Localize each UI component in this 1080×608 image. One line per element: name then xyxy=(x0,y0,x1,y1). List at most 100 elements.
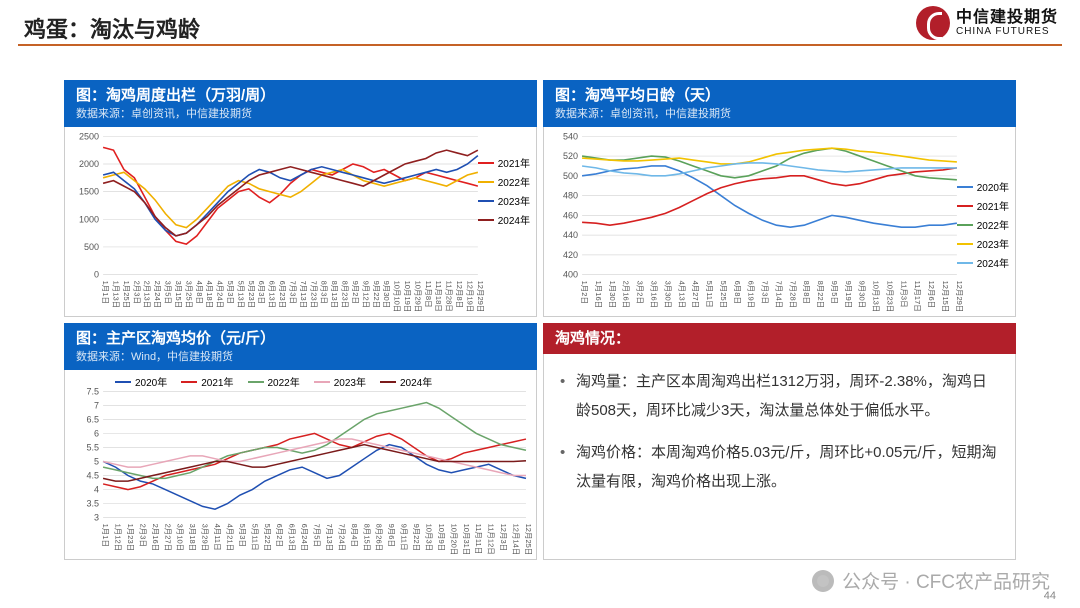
svg-text:1月1日: 1月1日 xyxy=(101,281,110,304)
page-title: 鸡蛋：淘汰与鸡龄 xyxy=(24,12,200,44)
info-bullet: 淘鸡价格：本周淘鸡价格5.03元/斤，周环比+0.05元/斤，短期淘汰量有限，淘… xyxy=(560,439,999,496)
svg-text:3月29日: 3月29日 xyxy=(201,524,210,552)
svg-text:440: 440 xyxy=(563,230,578,240)
panel-title: 淘鸡情况： xyxy=(555,327,1004,348)
svg-text:5月25日: 5月25日 xyxy=(719,281,728,309)
svg-text:9月11日: 9月11日 xyxy=(400,524,409,551)
svg-text:4月13日: 4月13日 xyxy=(677,281,686,309)
svg-text:9月6日: 9月6日 xyxy=(387,524,396,547)
svg-text:9月30日: 9月30日 xyxy=(382,281,391,309)
svg-text:2月3日: 2月3日 xyxy=(132,281,141,304)
svg-text:2月27日: 2月27日 xyxy=(163,524,172,552)
svg-text:10月23日: 10月23日 xyxy=(885,281,894,313)
svg-text:4月8日: 4月8日 xyxy=(195,281,204,304)
svg-text:6月13日: 6月13日 xyxy=(268,281,277,309)
panel-title: 图：淘鸡周度出栏（万羽/周） xyxy=(76,84,525,105)
svg-text:5: 5 xyxy=(94,457,99,467)
svg-text:5月11日: 5月11日 xyxy=(705,281,714,308)
chart-area: 33.544.555.566.577.51月1日1月12日1月23日2月3日2月… xyxy=(64,370,537,560)
svg-text:10月20日: 10月20日 xyxy=(449,524,458,556)
panel-source: 数据来源：Wind，中信建投期货 xyxy=(76,348,525,364)
svg-text:5月22日: 5月22日 xyxy=(263,524,272,552)
svg-text:4月11日: 4月11日 xyxy=(213,524,222,551)
content-grid: 图：淘鸡周度出栏（万羽/周） 数据来源：卓创资讯，中信建投期货 05001000… xyxy=(64,80,1016,560)
panel-header: 图：淘鸡周度出栏（万羽/周） 数据来源：卓创资讯，中信建投期货 xyxy=(64,80,537,127)
svg-text:3月15日: 3月15日 xyxy=(174,281,183,309)
svg-text:8月13日: 8月13日 xyxy=(330,281,339,309)
svg-text:11月17日: 11月17日 xyxy=(913,281,922,312)
legend-item: 2020年 xyxy=(115,374,167,389)
svg-text:2月16日: 2月16日 xyxy=(622,281,631,309)
svg-text:7月5日: 7月5日 xyxy=(313,524,322,547)
svg-text:0: 0 xyxy=(94,270,99,280)
chart-area: 4004204404604805005205401月2日1月16日1月30日2月… xyxy=(543,127,1016,317)
svg-text:3月16日: 3月16日 xyxy=(649,281,658,309)
svg-text:1月1日: 1月1日 xyxy=(101,524,110,547)
svg-text:10月13日: 10月13日 xyxy=(872,281,881,313)
svg-text:11月11日: 11月11日 xyxy=(474,524,483,555)
svg-text:9月22日: 9月22日 xyxy=(372,281,381,309)
svg-text:7: 7 xyxy=(94,400,99,410)
chart-cull-volume: 图：淘鸡周度出栏（万羽/周） 数据来源：卓创资讯，中信建投期货 05001000… xyxy=(64,80,537,317)
svg-text:11月18日: 11月18日 xyxy=(434,281,443,312)
svg-text:10月3日: 10月3日 xyxy=(424,524,433,552)
legend-item: 2023年 xyxy=(314,374,366,389)
legend-item: 2024年 xyxy=(380,374,432,389)
svg-text:6月2日: 6月2日 xyxy=(275,524,284,547)
svg-text:3月25日: 3月25日 xyxy=(184,281,193,309)
svg-text:12月15日: 12月15日 xyxy=(941,281,950,313)
svg-text:7月13日: 7月13日 xyxy=(299,281,308,309)
svg-text:4月18日: 4月18日 xyxy=(205,281,214,309)
svg-text:480: 480 xyxy=(563,191,578,201)
info-panel: 淘鸡情况： 淘鸡量：主产区本周淘鸡出栏1312万羽，周环-2.38%，淘鸡日龄5… xyxy=(543,323,1016,560)
company-logo: 中信建投期货 CHINA FUTURES xyxy=(916,6,1058,40)
svg-text:3.5: 3.5 xyxy=(87,499,100,509)
svg-text:7月23日: 7月23日 xyxy=(309,281,318,309)
svg-text:6月3日: 6月3日 xyxy=(257,281,266,304)
svg-text:12月8日: 12月8日 xyxy=(455,281,464,309)
svg-text:420: 420 xyxy=(563,250,578,260)
legend-item: 2021年 xyxy=(478,155,530,170)
legend-item: 2020年 xyxy=(957,179,1009,194)
svg-text:7月3日: 7月3日 xyxy=(288,281,297,304)
svg-text:12月29日: 12月29日 xyxy=(955,281,964,313)
svg-text:5月23日: 5月23日 xyxy=(247,281,256,309)
watermark-text: 公众号 · CFC农产品研究 xyxy=(842,567,1050,594)
panel-source: 数据来源：卓创资讯，中信建投期货 xyxy=(555,105,1004,121)
svg-text:5月13日: 5月13日 xyxy=(236,281,245,309)
svg-text:10月10日: 10月10日 xyxy=(393,281,402,313)
svg-text:6月24日: 6月24日 xyxy=(300,524,309,552)
svg-text:8月8日: 8月8日 xyxy=(802,281,811,304)
svg-text:7月28日: 7月28日 xyxy=(788,281,797,309)
svg-text:2月13日: 2月13日 xyxy=(143,281,152,309)
svg-text:12月3日: 12月3日 xyxy=(499,524,508,552)
svg-text:10月19日: 10月19日 xyxy=(403,281,412,313)
panel-title: 图：主产区淘鸡均价（元/斤） xyxy=(76,327,525,348)
svg-text:540: 540 xyxy=(563,131,578,141)
svg-text:8月23日: 8月23日 xyxy=(341,281,350,309)
header: 鸡蛋：淘汰与鸡龄 中信建投期货 CHINA FUTURES xyxy=(0,0,1080,56)
logo-text: 中信建投期货 CHINA FUTURES xyxy=(956,9,1058,38)
svg-text:9月19日: 9月19日 xyxy=(844,281,853,309)
chart-age: 图：淘鸡平均日龄（天） 数据来源：卓创资讯，中信建投期货 40042044046… xyxy=(543,80,1016,317)
svg-text:6月19日: 6月19日 xyxy=(747,281,756,309)
svg-text:12月19日: 12月19日 xyxy=(465,281,474,313)
svg-text:2月16日: 2月16日 xyxy=(151,524,160,552)
svg-text:7月24日: 7月24日 xyxy=(337,524,346,552)
svg-text:9月22日: 9月22日 xyxy=(412,524,421,552)
svg-text:500: 500 xyxy=(563,171,578,181)
svg-text:6.5: 6.5 xyxy=(87,414,100,424)
svg-text:12月14日: 12月14日 xyxy=(512,524,521,556)
panel-header: 图：淘鸡平均日龄（天） 数据来源：卓创资讯，中信建投期货 xyxy=(543,80,1016,127)
legend-item: 2024年 xyxy=(957,255,1009,270)
svg-text:1月25日: 1月25日 xyxy=(122,281,131,309)
svg-text:6: 6 xyxy=(94,428,99,438)
svg-text:9月2日: 9月2日 xyxy=(351,281,360,304)
legend-item: 2021年 xyxy=(181,374,233,389)
svg-text:460: 460 xyxy=(563,210,578,220)
info-body: 淘鸡量：主产区本周淘鸡出栏1312万羽，周环-2.38%，淘鸡日龄508天，周环… xyxy=(543,354,1016,560)
svg-text:6月23日: 6月23日 xyxy=(278,281,287,309)
svg-text:4月21日: 4月21日 xyxy=(225,524,234,552)
svg-text:8月26日: 8月26日 xyxy=(375,524,384,552)
svg-text:7月14日: 7月14日 xyxy=(774,281,783,309)
